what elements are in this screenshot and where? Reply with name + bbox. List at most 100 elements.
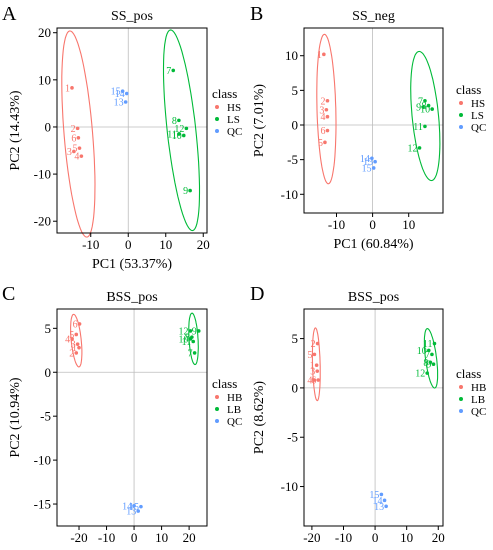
data-point-hs [72,149,76,154]
legend-marker [215,129,219,133]
point-label: 14 [373,496,383,507]
plot-frame [56,27,208,234]
point-label: 6 [73,319,78,330]
y-tick-label: -20 [34,214,51,229]
legend-entry: LS [227,114,240,126]
confidence-ellipse-ls [410,50,441,182]
point-label: 5 [318,138,323,149]
point-label: 3 [319,105,324,116]
point-label: 14 [360,154,370,165]
data-point-hb [74,351,79,355]
point-label: 13 [363,157,373,168]
data-point-ls [423,98,427,103]
data-point-qc [371,166,376,170]
point-label: 5 [73,144,78,155]
point-label: 6 [320,126,325,137]
legend-marker [459,113,463,117]
legend-entry: QC [471,122,486,134]
confidence-ellipse-lb [188,312,199,366]
data-point-qc [120,89,125,93]
data-point-qc [373,159,377,164]
data-point-ls [188,188,192,193]
point-label: 5 [307,350,312,361]
chart-title: BSS_pos [348,290,399,305]
data-point-lb [428,360,433,365]
point-label: 9 [416,102,421,113]
point-label: 2 [71,124,76,135]
legend-entry: HB [471,382,486,394]
y-tick-label: -10 [34,167,51,182]
x-tick-label: -20 [70,530,87,545]
data-point-hs [322,52,326,57]
data-point-ls [184,126,189,131]
point-label: 1 [72,343,77,354]
data-point-ls [177,118,181,123]
x-tick-label: 10 [402,217,415,232]
data-point-ls [423,124,427,129]
point-label: 2 [69,348,74,359]
point-label: 3 [67,147,72,158]
point-label: 5 [69,330,74,341]
point-label: 6 [71,133,76,144]
data-point-ls [177,132,181,136]
data-point-ls [421,105,425,109]
legend-marker [215,407,219,411]
chart-title: SS_pos [111,9,153,24]
data-point-hb [77,322,82,326]
data-point-hs [75,126,80,131]
confidence-ellipse-hs [61,30,96,238]
x-axis-label: PC1 (60.84%) [333,237,413,252]
y-tick-label: -10 [281,187,298,202]
y-tick-label: 10 [38,72,51,87]
plot-frame [303,308,444,527]
point-label: 13 [126,507,136,518]
data-point-hb [316,378,321,382]
data-point-qc [124,91,129,96]
point-label: 10 [172,131,182,142]
data-point-lb [196,329,201,333]
data-point-ls [426,103,431,108]
legend-entry: QC [227,126,242,138]
data-point-ls [181,133,186,138]
point-label: 14 [115,89,125,100]
x-tick-label: 20 [432,530,445,545]
data-point-hs [79,154,84,158]
point-label: 3 [310,367,315,378]
panel-letter: B [250,3,263,25]
point-label: 7 [166,66,171,77]
point-label: 7 [425,350,430,361]
legend-marker [459,101,463,105]
y-axis-label: PC2 (7.01%) [252,84,267,157]
data-point-ls [171,68,176,73]
data-point-lb [432,341,437,346]
x-tick-label: 10 [400,530,413,545]
legend-entry: HB [227,392,242,404]
panel-letter: D [250,283,264,305]
legend-entry: QC [471,406,486,418]
y-axis-label: PC2 (14.43%) [8,90,23,170]
panel-b: BSS_neg123456789101112131415-10010-10-50… [250,3,486,252]
data-point-qc [136,509,140,513]
point-label: 1 [65,83,70,94]
point-label: 7 [188,348,193,359]
point-label: 10 [420,105,430,116]
point-label: 11 [423,339,433,350]
legend-marker [459,409,463,413]
point-label: 12 [408,143,418,154]
y-tick-label: 0 [292,118,299,133]
legend-entry: HS [471,98,485,110]
data-point-lb [430,352,434,357]
point-label: 7 [418,96,423,107]
y-axis-label: PC2 (8.62%) [252,381,267,454]
y-tick-label: -15 [34,497,51,512]
data-point-lb [191,339,196,344]
data-point-hs [325,114,330,119]
legend-entry: QC [227,416,242,428]
legend-marker [459,125,463,129]
plot-frame [56,308,208,527]
legend-title: class [212,86,237,101]
data-point-hb [315,341,320,346]
y-tick-label: -5 [40,409,51,424]
